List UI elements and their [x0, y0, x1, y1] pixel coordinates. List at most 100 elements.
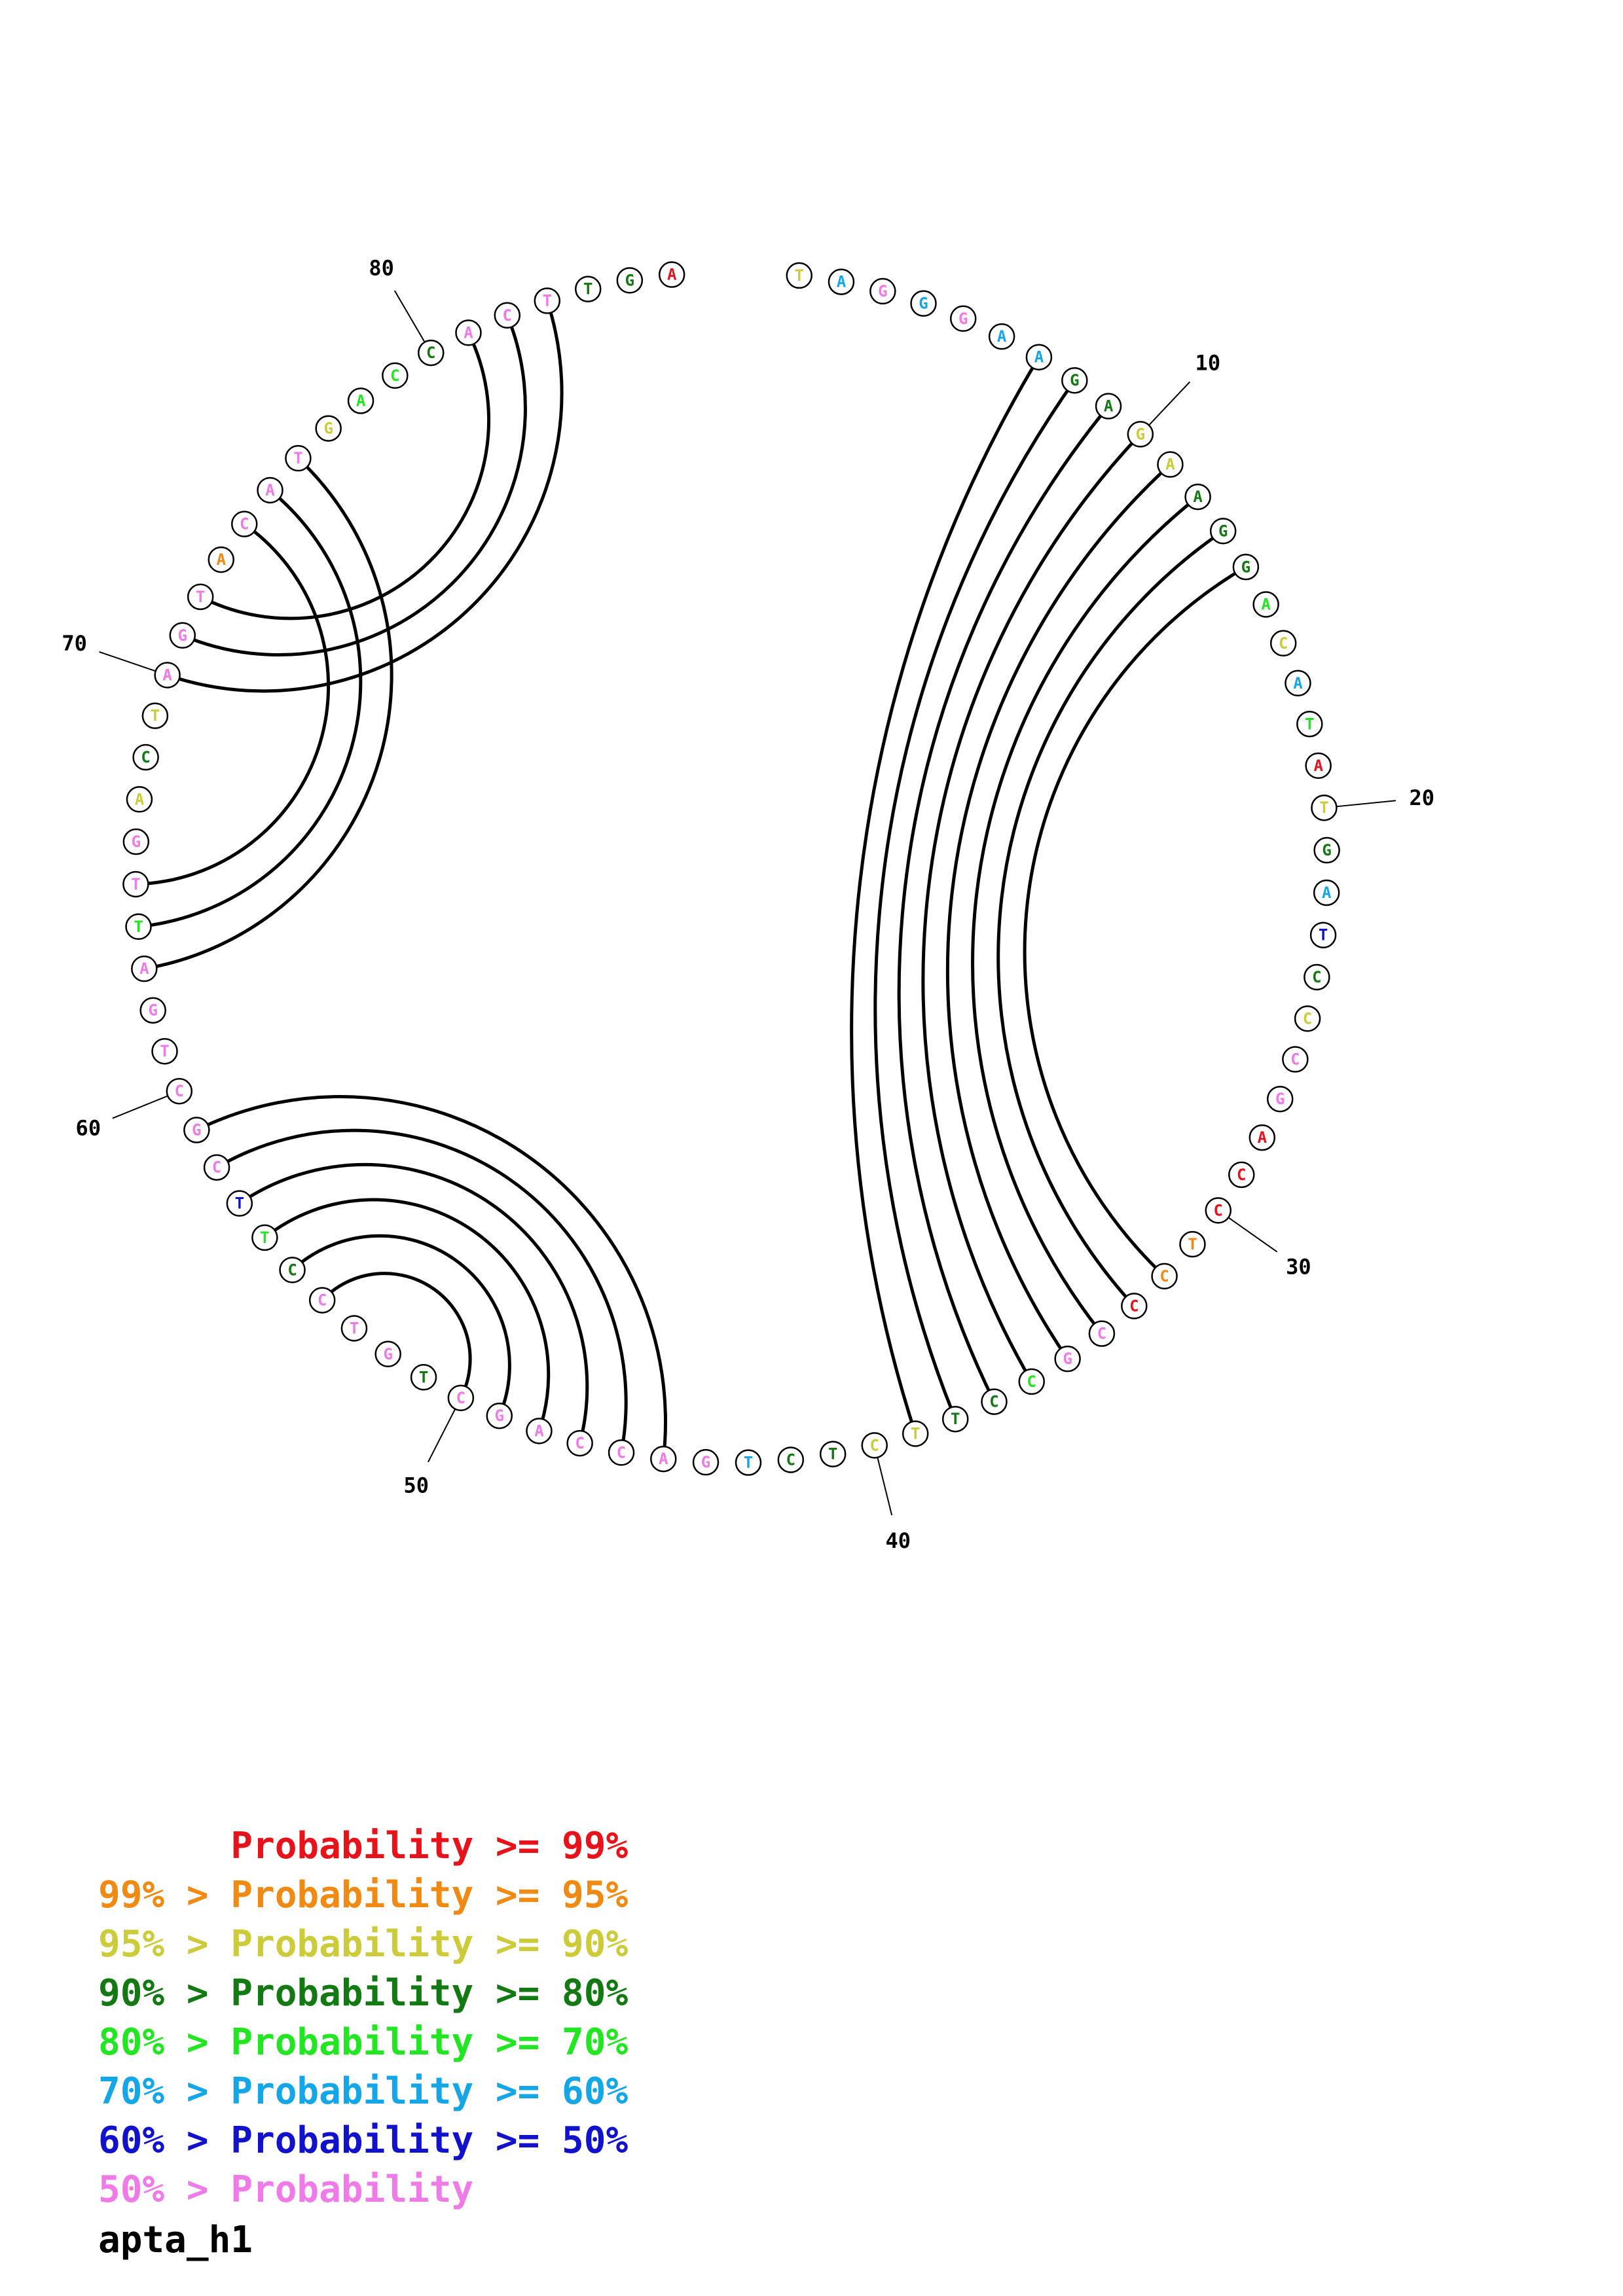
- nucleotide-circle: [1305, 752, 1332, 780]
- nucleotide: C: [279, 1257, 306, 1283]
- nucleotide-letter: G: [132, 833, 141, 851]
- nucleotide-letter: C: [1129, 1297, 1139, 1315]
- nucleotide-circle: [566, 1429, 593, 1457]
- nucleotide-circle: [1088, 1320, 1116, 1347]
- nucleotide-letter: C: [426, 344, 435, 362]
- nucleotide-circle: [1269, 630, 1297, 657]
- nucleotide: T: [941, 1405, 969, 1433]
- nucleotide-letter: C: [1214, 1201, 1223, 1219]
- nucleotide-letter: C: [1159, 1267, 1169, 1285]
- nucleotide-letter: A: [1193, 488, 1203, 506]
- nucleotide: C: [418, 339, 445, 367]
- nucleotide-circle: [902, 1420, 929, 1447]
- nucleotide: T: [340, 1315, 368, 1342]
- nucleotide: G: [1209, 518, 1237, 545]
- tick-label: 80: [369, 256, 394, 281]
- nucleotide: A: [658, 261, 685, 288]
- nucleotide: C: [1018, 1368, 1045, 1395]
- nucleotide-circle: [279, 1257, 306, 1283]
- nucleotide-circle: [494, 302, 521, 329]
- nucleotide-letter: C: [456, 1389, 465, 1407]
- nucleotide-circle: [126, 786, 153, 813]
- nucleotide: A: [208, 546, 234, 573]
- nucleotide: A: [1095, 393, 1122, 420]
- tick-line: [99, 651, 156, 672]
- nucleotide: C: [777, 1446, 805, 1473]
- nucleotide: C: [566, 1429, 593, 1457]
- nucleotide-letter: A: [997, 327, 1007, 346]
- nucleotide-circle: [1232, 554, 1260, 581]
- nucleotide-circle: [315, 415, 342, 442]
- nucleotide-letter: C: [287, 1261, 297, 1279]
- nucleotide-circle: [861, 1432, 888, 1459]
- nucleotide-circle: [455, 319, 482, 346]
- nucleotide-letter: A: [139, 960, 149, 978]
- nucleotide-letter: G: [1136, 425, 1145, 443]
- nucleotide-letter: T: [828, 1445, 837, 1463]
- nucleotide: C: [230, 511, 258, 537]
- nucleotide-circle: [183, 1117, 210, 1143]
- nucleotide-circle: [447, 1384, 475, 1412]
- nucleotide-circle: [340, 1315, 368, 1342]
- nucleotide-circle: [1205, 1197, 1232, 1224]
- nucleotide-circle: [139, 997, 166, 1024]
- nucleotide-circle: [988, 323, 1015, 350]
- nucleotide-letter: T: [131, 875, 140, 893]
- nucleotide-letter: T: [419, 1368, 428, 1386]
- nucleotide-circle: [735, 1449, 762, 1476]
- nucleotide-circle: [1184, 483, 1211, 511]
- nucleotide: A: [1157, 451, 1184, 478]
- nucleotide: A: [131, 955, 158, 982]
- nucleotide: G: [949, 305, 977, 332]
- nucleotide-circle: [981, 1388, 1008, 1415]
- nucleotide-circle: [208, 546, 234, 573]
- nucleotide: G: [315, 415, 342, 442]
- nucleotide-circle: [1228, 1161, 1255, 1189]
- nucleotide-letter: C: [1237, 1166, 1246, 1184]
- nucleotide: A: [257, 476, 283, 504]
- nucleotide-circle: [949, 305, 977, 332]
- nucleotide-letter: T: [160, 1042, 169, 1060]
- nucleotide: A: [1184, 483, 1211, 511]
- nucleotide-letter: A: [1322, 884, 1332, 902]
- nucleotide-letter: A: [356, 391, 366, 410]
- nucleotide: G: [1061, 367, 1088, 394]
- nucleotide-circle: [122, 870, 149, 898]
- nucleotide: G: [1127, 421, 1154, 448]
- nucleotide-letter: G: [1218, 522, 1228, 540]
- nucleotide-letter: A: [837, 273, 847, 291]
- nucleotide-circle: [1151, 1263, 1178, 1290]
- nucleotide-letter: A: [659, 1450, 668, 1468]
- nucleotide-letter: T: [795, 266, 804, 285]
- nucleotide-circle: [616, 267, 644, 294]
- nucleotide-circle: [151, 1037, 178, 1065]
- nucleotide-circle: [1266, 1085, 1294, 1113]
- nucleotide-circle: [203, 1154, 230, 1181]
- nucleotide: G: [169, 622, 196, 649]
- nucleotide-letter: C: [318, 1291, 327, 1310]
- nucleotide: G: [1232, 554, 1260, 581]
- nucleotide: G: [486, 1402, 513, 1429]
- nucleotide-circle: [1127, 421, 1154, 448]
- nucleotide-circle: [486, 1402, 513, 1429]
- legend-entry: 50% > Probability: [98, 2168, 474, 2211]
- nucleotide: T: [226, 1190, 253, 1217]
- base-pair-arc: [215, 1128, 628, 1453]
- nucleotide: G: [374, 1340, 401, 1368]
- nucleotide-circle: [1296, 711, 1323, 738]
- legend-entry: 99% > Probability >= 95%: [98, 1874, 629, 1916]
- nucleotide-letter: G: [192, 1121, 201, 1139]
- nucleotide-circle: [1054, 1345, 1081, 1372]
- nucleotide-circle: [187, 583, 214, 611]
- legend-entry: 90% > Probability >= 80%: [98, 1972, 629, 2015]
- nucleotide-circle: [828, 268, 855, 295]
- base-pair-arc: [200, 332, 491, 620]
- nucleotide: A: [455, 319, 482, 346]
- nucleotide: G: [910, 290, 937, 317]
- nucleotide-circle: [1179, 1230, 1206, 1258]
- tick-line: [877, 1458, 893, 1516]
- base-pair-arc: [971, 495, 1199, 1335]
- nucleotide-circle: [285, 444, 312, 472]
- nucleotide: T: [1296, 711, 1323, 738]
- tick-line: [1148, 381, 1191, 425]
